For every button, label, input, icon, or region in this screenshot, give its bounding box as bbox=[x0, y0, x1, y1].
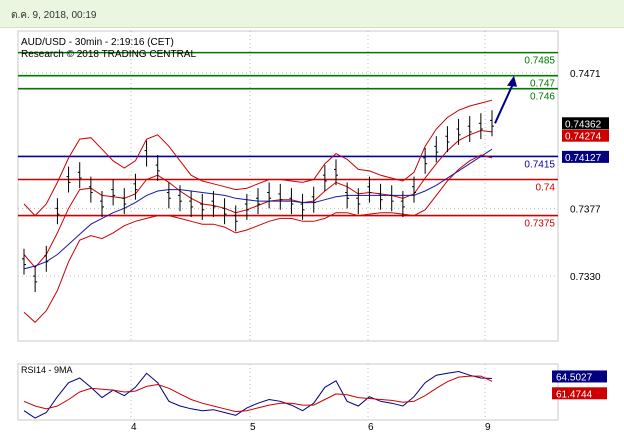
level-label: 0.746 bbox=[530, 92, 555, 103]
rsi-badge-text: 64.5027 bbox=[556, 372, 593, 383]
level-label: 0.747 bbox=[530, 79, 555, 90]
y-tick-label: 0.7471 bbox=[570, 69, 601, 80]
chart-title: AUD/USD - 30min - 2:19:16 (CET) bbox=[21, 37, 174, 48]
rsi-badge bbox=[552, 370, 607, 383]
datetime-label: ต.ค. 9, 2018, 00:19 bbox=[11, 10, 97, 21]
rsi-lines bbox=[23, 370, 493, 419]
level-label: 0.74 bbox=[536, 183, 556, 194]
arrow-shaft bbox=[494, 81, 515, 124]
arrow-head bbox=[507, 75, 517, 87]
rsi-series-line bbox=[23, 370, 493, 419]
key-levels: 0.7485 0.747 0.746 0.7415 0.74 0.7375 bbox=[18, 51, 558, 230]
rsi-series-line bbox=[23, 375, 493, 413]
main-panel-frame bbox=[17, 30, 559, 342]
price-bars bbox=[22, 110, 494, 292]
y-tick-label: 0.7377 bbox=[570, 204, 601, 215]
chart-subtitle: Research © 2018 TRADING CENTRAL bbox=[21, 49, 196, 60]
rsi-badge-text: 61.4744 bbox=[556, 389, 593, 400]
rsi-badge bbox=[552, 387, 607, 400]
level-label: 0.7415 bbox=[524, 159, 555, 170]
x-tick-label: 4 bbox=[131, 422, 137, 433]
level-label: 0.7375 bbox=[524, 219, 555, 230]
gridlines bbox=[18, 31, 558, 420]
price-badge bbox=[562, 117, 609, 130]
price-badge bbox=[562, 150, 609, 163]
forecast-arrow bbox=[494, 75, 517, 124]
price-badge bbox=[562, 129, 609, 142]
y-tick-label: 0.7330 bbox=[570, 272, 601, 283]
rsi-panel-frame bbox=[17, 363, 559, 421]
lower-band-line bbox=[23, 154, 493, 323]
x-tick-label: 5 bbox=[250, 422, 256, 433]
date-bar: ต.ค. 9, 2018, 00:19 bbox=[0, 0, 624, 28]
price-badge-text: 0.74274 bbox=[565, 132, 602, 143]
x-tick-label: 9 bbox=[485, 422, 491, 433]
axis-labels: 4 5 6 9 0.7471 0.7377 0.7330 0.74362 0.74274 0.74… bbox=[131, 69, 609, 433]
x-tick-label: 6 bbox=[368, 422, 374, 433]
price-badge-text: 0.74362 bbox=[565, 119, 602, 130]
rsi-title: RSI14 - 9MA bbox=[21, 365, 73, 375]
price-badge-text: 0.74127 bbox=[565, 153, 602, 164]
level-label: 0.7485 bbox=[524, 56, 555, 67]
upper-band-line bbox=[23, 99, 493, 217]
